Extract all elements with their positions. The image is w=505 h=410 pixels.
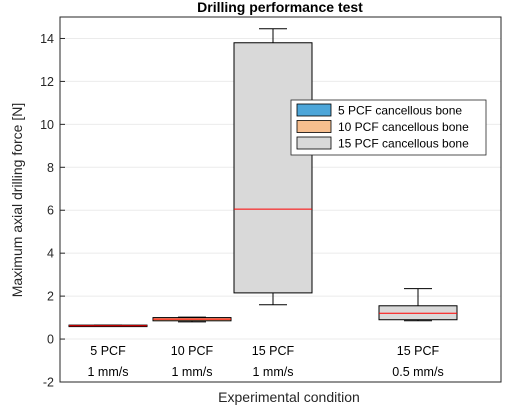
y-tick-label: 10 [40,118,54,132]
y-tick-label: 8 [47,161,54,175]
axes-frame [59,16,502,383]
y-axis-title: Maximum axial drilling force [N] [9,103,25,298]
legend-swatch [296,136,332,150]
y-tick-label: 0 [47,333,54,347]
legend: 5 PCF cancellous bone 10 PCF cancellous b… [290,99,487,156]
box [378,288,458,322]
y-tick-label: -2 [43,376,54,390]
category-label-line1: 10 PCF [171,344,214,358]
y-tick-label: 12 [40,75,54,89]
y-tick-label: 6 [47,204,54,218]
y-tick-label: 2 [47,290,54,304]
category-label-line2: 0.5 mm/s [392,365,443,379]
y-axis: -2 0 2 4 6 8 10 12 14 [40,32,65,390]
category-label-line1: 5 PCF [90,344,126,358]
category-label-line2: 1 mm/s [253,365,294,379]
legend-swatch [296,103,332,117]
box [68,324,148,328]
box-body [378,305,458,321]
category-label-line2: 1 mm/s [172,365,213,379]
box-series [68,28,458,328]
x-axis-title: Experimental condition [218,389,360,405]
box [233,28,313,306]
chart-title: Drilling performance test [197,0,363,15]
category-labels: 5 PCF 1 mm/s 10 PCF 1 mm/s 15 PCF 1 mm/s 15 PC… [88,344,444,379]
category-label-line1: 15 PCF [397,344,440,358]
category-label-line1: 15 PCF [252,344,295,358]
box [152,316,232,323]
legend-label: 15 PCF cancellous bone [338,137,469,151]
legend-label: 5 PCF cancellous bone [338,104,462,118]
category-label-line2: 1 mm/s [88,365,129,379]
box-body [233,42,313,294]
y-tick-label: 4 [47,247,54,261]
legend-label: 10 PCF cancellous bone [338,120,469,134]
legend-swatch [296,120,332,133]
y-tick-label: 14 [40,32,54,46]
